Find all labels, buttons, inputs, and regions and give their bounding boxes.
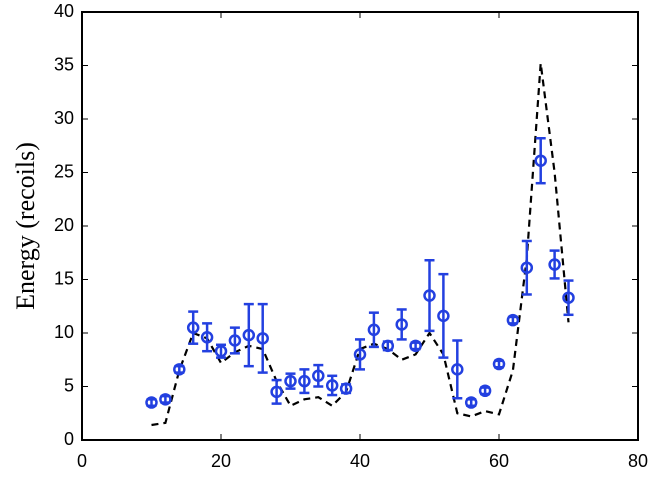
marker <box>395 318 408 331</box>
y-tick-label: 15 <box>54 268 74 288</box>
marker <box>214 344 228 358</box>
marker <box>381 339 395 353</box>
marker <box>492 357 506 371</box>
marker <box>423 289 436 302</box>
marker <box>562 291 575 304</box>
marker <box>353 348 367 361</box>
marker <box>145 396 158 409</box>
marker <box>451 363 464 376</box>
x-tick-label: 0 <box>77 451 87 471</box>
marker <box>409 339 422 353</box>
x-tick-label: 60 <box>489 451 509 471</box>
x-tick-label: 80 <box>628 451 648 471</box>
y-tick-label: 10 <box>54 322 74 342</box>
y-tick-label: 5 <box>64 375 74 395</box>
x-tick-label: 20 <box>211 451 231 471</box>
marker <box>464 396 478 409</box>
plot-frame <box>81 11 639 441</box>
y-tick-label: 0 <box>64 429 74 449</box>
marker <box>159 393 172 406</box>
marker <box>548 258 561 271</box>
marker <box>367 323 381 337</box>
marker <box>437 309 450 323</box>
marker <box>506 313 520 327</box>
y-tick-label: 35 <box>54 54 74 74</box>
marker <box>173 363 186 376</box>
marker <box>270 385 283 399</box>
marker <box>242 328 256 342</box>
y-axis-label: Energy (recoils) <box>11 142 40 310</box>
marker <box>186 321 200 334</box>
marker <box>298 374 311 388</box>
marker <box>325 379 339 392</box>
y-tick-label: 40 <box>54 1 74 21</box>
marker <box>339 382 353 395</box>
y-tick-label: 25 <box>54 161 74 181</box>
marker <box>520 261 534 274</box>
marker <box>534 154 547 167</box>
marker <box>256 332 269 345</box>
dashed-line <box>151 63 570 427</box>
y-tick-label: 20 <box>54 215 74 235</box>
marker <box>312 369 325 383</box>
y-tick-label: 30 <box>54 108 74 128</box>
marker <box>478 384 492 398</box>
marker <box>284 374 297 388</box>
marker <box>200 331 214 344</box>
marker <box>228 334 242 347</box>
x-tick-label: 40 <box>350 451 370 471</box>
